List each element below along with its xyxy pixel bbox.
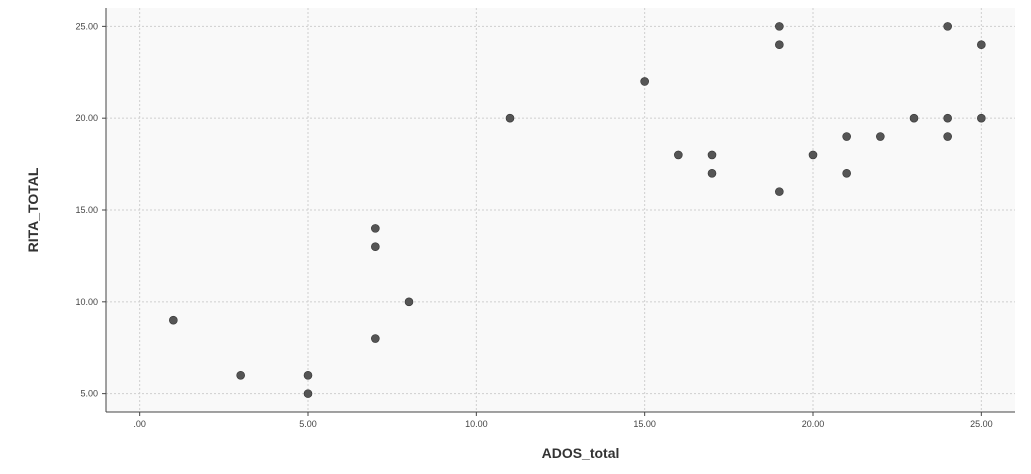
y-tick-label: 10.00 xyxy=(75,297,98,307)
data-point xyxy=(842,168,851,178)
x-tick-label: 15.00 xyxy=(633,419,656,429)
x-axis-title: ADOS_total xyxy=(542,445,620,461)
tick-labels: .00 5.00 10.00 15.00 20.00 25.00 5.00 10.00 15.0… xyxy=(75,21,992,429)
grid-lines xyxy=(106,8,1015,412)
data-point xyxy=(943,113,952,123)
data-point xyxy=(371,242,380,252)
y-axis-title: RITA_TOTAL xyxy=(25,167,41,252)
data-point xyxy=(371,334,380,343)
data-point xyxy=(371,224,380,233)
data-point xyxy=(775,187,784,196)
data-point xyxy=(169,315,178,325)
data-point xyxy=(303,389,313,398)
x-tick-label: 10.00 xyxy=(465,419,488,429)
x-tick-label: 20.00 xyxy=(802,419,825,429)
data-point xyxy=(943,22,952,31)
data-point xyxy=(977,113,986,123)
data-point xyxy=(842,132,851,141)
y-tick-label: 5.00 xyxy=(80,389,98,399)
y-tick-label: 15.00 xyxy=(75,205,98,215)
data-point xyxy=(640,77,649,86)
data-point xyxy=(909,113,919,123)
data-point xyxy=(303,370,313,380)
data-point xyxy=(236,370,245,380)
data-points xyxy=(169,22,986,398)
x-tick-label: 5.00 xyxy=(299,419,317,429)
data-point xyxy=(707,150,717,160)
data-point xyxy=(674,150,683,160)
y-tick-label: 25.00 xyxy=(75,21,98,31)
data-point xyxy=(404,297,414,307)
data-point xyxy=(505,113,515,123)
axes xyxy=(102,8,1015,416)
data-point xyxy=(943,132,952,141)
data-point xyxy=(876,132,885,141)
x-tick-label: 25.00 xyxy=(970,419,993,429)
data-point xyxy=(977,40,986,50)
data-point xyxy=(707,168,717,178)
y-tick-label: 20.00 xyxy=(75,113,98,123)
data-point xyxy=(775,40,784,50)
data-point xyxy=(775,22,784,31)
x-tick-label: .00 xyxy=(133,419,146,429)
data-point xyxy=(808,150,818,160)
